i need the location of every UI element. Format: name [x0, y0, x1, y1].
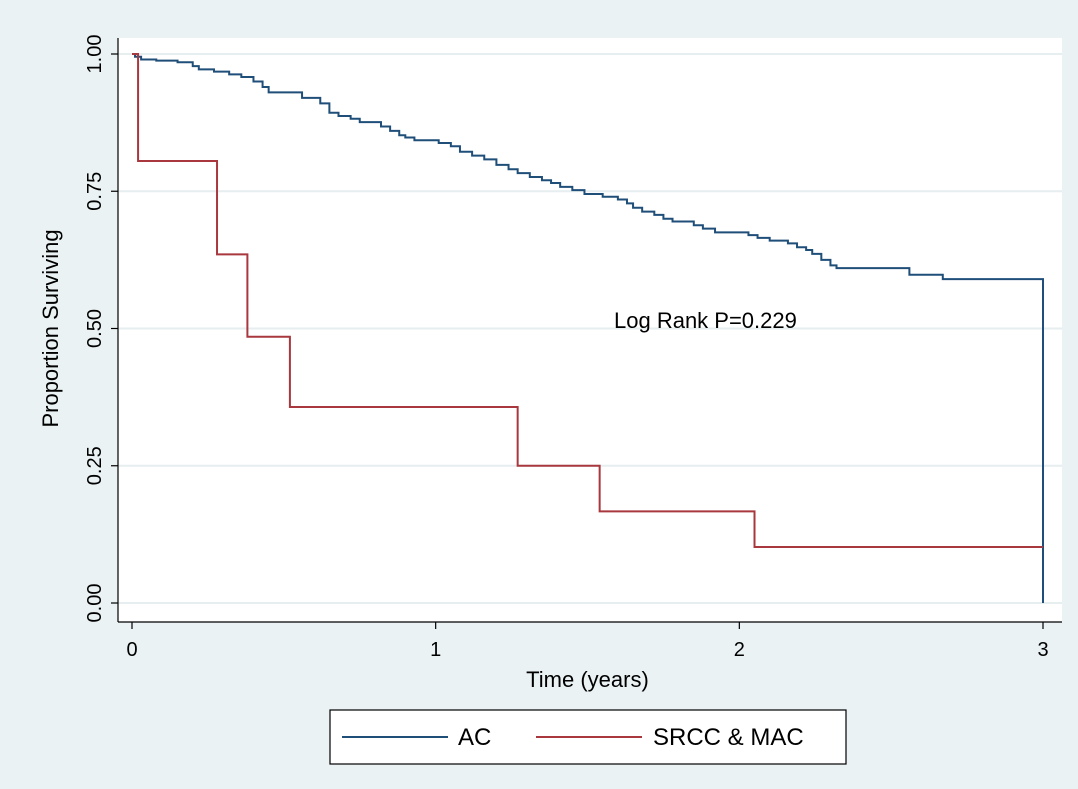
- legend-label-ac: AC: [458, 724, 491, 751]
- series-line-ac: [132, 53, 1044, 603]
- y-tick-label: 0.50: [84, 309, 106, 348]
- legend-label-srcc-mac: SRCC & MAC: [653, 724, 804, 751]
- y-tick-label: 0.25: [84, 446, 106, 485]
- x-tick-label: 0: [126, 639, 137, 661]
- y-tick-label: 0.00: [84, 584, 106, 623]
- series-layer: [132, 53, 1044, 603]
- y-tick-label: 0.75: [84, 172, 106, 211]
- x-axis-title: Time (years): [526, 667, 649, 692]
- x-tick-label: 2: [734, 639, 745, 661]
- plot-area: [118, 38, 1062, 622]
- y-tick-label: 1.00: [84, 35, 106, 74]
- axes: 0.00 0.25 0.50 0.75 1.00 0 1 2 3: [84, 35, 1062, 661]
- series-line-srcc-mac: [132, 53, 1043, 549]
- x-tick-label: 1: [430, 639, 441, 661]
- log-rank-annotation: Log Rank P=0.229: [614, 308, 797, 333]
- x-tick-label: 3: [1037, 639, 1048, 661]
- legend: AC SRCC & MAC: [329, 709, 847, 765]
- y-axis-title: Proportion Surviving: [38, 229, 63, 427]
